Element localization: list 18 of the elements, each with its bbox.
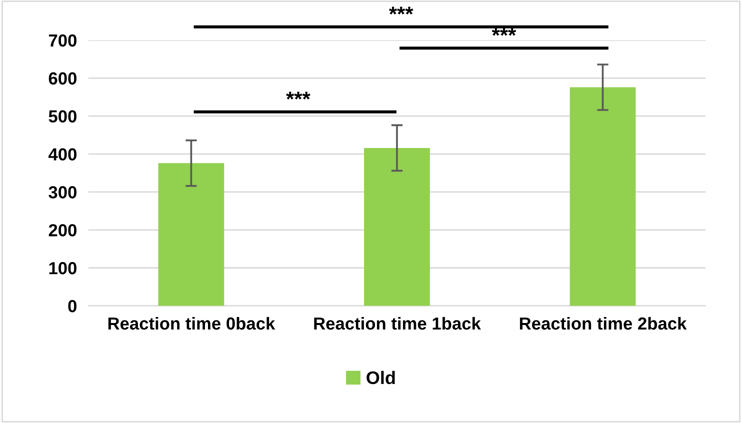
y-tick-label: 400: [48, 148, 76, 160]
y-tick-label: 100: [49, 262, 76, 274]
x-tick-label: Reaction time 2back: [520, 316, 687, 330]
y-tick-label: 600: [48, 72, 76, 85]
bar: [570, 87, 636, 306]
text: ***: [492, 28, 516, 36]
x-tick-label: Reaction time 0back: [108, 316, 276, 330]
bar: [364, 148, 430, 306]
bar: [158, 163, 224, 306]
legend-label: Old: [366, 370, 395, 384]
text: ***: [388, 6, 414, 14]
y-tick-label: 200: [48, 224, 76, 236]
x-tick-label: Reaction time 1back: [314, 316, 481, 330]
y-tick-label: 0: [68, 300, 76, 312]
annotation: ***: [286, 92, 310, 100]
y-tick-label: 300: [48, 186, 76, 198]
y-tick-label: 500: [48, 110, 76, 123]
y-tick-label: 700: [48, 34, 76, 47]
